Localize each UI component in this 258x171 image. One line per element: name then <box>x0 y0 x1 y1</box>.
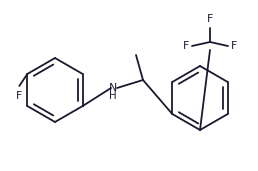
Text: F: F <box>231 41 237 51</box>
Text: H: H <box>109 91 117 101</box>
Text: N: N <box>109 83 117 93</box>
Text: F: F <box>183 41 189 51</box>
Text: F: F <box>16 91 22 101</box>
Text: F: F <box>207 14 213 24</box>
